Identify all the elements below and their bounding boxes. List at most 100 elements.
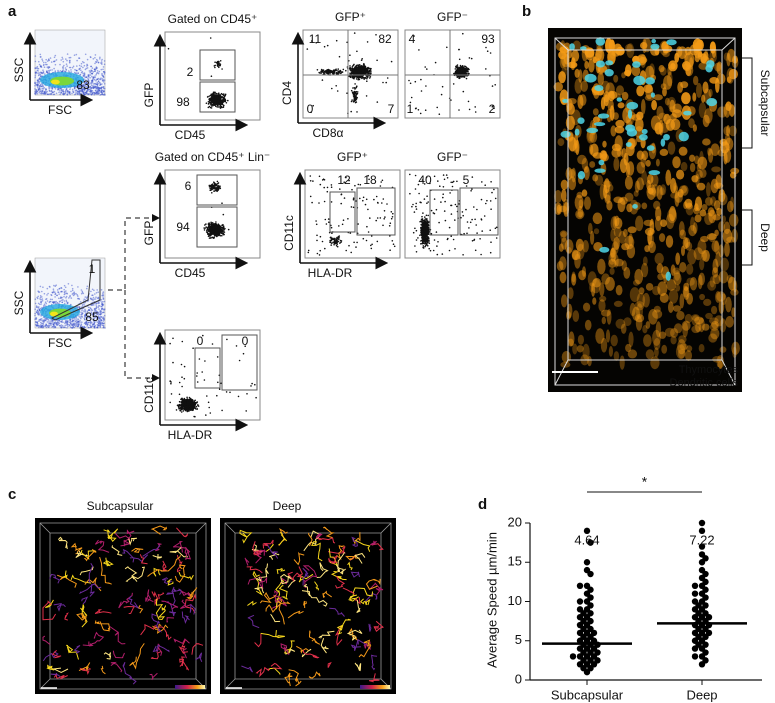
event (86, 65, 88, 67)
event (92, 296, 95, 299)
event (96, 85, 99, 87)
event (360, 59, 363, 61)
event (218, 102, 221, 105)
event (342, 219, 345, 221)
event (467, 100, 470, 103)
event (365, 95, 368, 97)
event (41, 290, 43, 293)
event (60, 59, 62, 61)
event (42, 286, 44, 289)
event (71, 324, 74, 327)
event (365, 198, 368, 201)
event (356, 111, 358, 113)
event (39, 83, 42, 86)
event (101, 324, 104, 327)
event (216, 232, 218, 235)
event (86, 285, 89, 288)
event (103, 60, 106, 62)
event (96, 71, 99, 74)
event (67, 325, 69, 328)
event (335, 238, 338, 241)
event (39, 325, 42, 328)
event (424, 66, 427, 68)
gate-percent: 1 (407, 102, 414, 116)
event (48, 69, 50, 72)
event (436, 253, 439, 256)
event (66, 93, 68, 96)
y-axis-label: GFP (142, 221, 156, 246)
event (211, 227, 213, 230)
event (371, 243, 373, 246)
event (64, 326, 66, 329)
event (354, 101, 357, 104)
event (461, 211, 464, 213)
event (384, 216, 386, 218)
event (82, 66, 84, 69)
event (360, 68, 363, 70)
event (99, 321, 102, 324)
event (330, 226, 333, 229)
event (390, 217, 393, 220)
event (38, 92, 40, 94)
event (350, 69, 353, 72)
event (103, 81, 105, 83)
event (88, 83, 90, 86)
event (338, 235, 341, 237)
event (60, 91, 63, 93)
event (221, 226, 223, 229)
event (34, 312, 36, 315)
event (207, 101, 210, 103)
event (62, 90, 65, 92)
event (464, 71, 466, 74)
event (38, 313, 40, 316)
event (319, 249, 322, 252)
event (461, 72, 463, 74)
event (420, 90, 423, 92)
event (383, 218, 386, 220)
event (101, 58, 103, 61)
event (86, 325, 88, 327)
event (46, 90, 48, 93)
event (38, 308, 41, 311)
event (357, 64, 360, 66)
event (214, 183, 216, 186)
event (203, 227, 205, 229)
event (330, 184, 333, 186)
event (58, 320, 61, 322)
event (209, 94, 212, 97)
event (433, 239, 436, 241)
event (441, 85, 444, 88)
event (103, 300, 106, 303)
event (209, 187, 211, 190)
x-axis-label: CD45 (175, 266, 206, 280)
event (316, 239, 318, 242)
event (34, 318, 36, 320)
event (224, 93, 227, 96)
event (48, 89, 51, 92)
event (91, 73, 94, 75)
event (95, 296, 97, 299)
event (75, 324, 78, 327)
event (77, 295, 79, 297)
event (102, 75, 104, 78)
event (218, 66, 220, 69)
event (36, 83, 39, 86)
event (349, 67, 352, 70)
event (350, 100, 353, 103)
event (41, 89, 43, 92)
event (336, 243, 339, 245)
event (104, 327, 106, 329)
event (309, 195, 312, 198)
event (55, 284, 57, 287)
event (471, 218, 473, 221)
event (60, 325, 62, 328)
event (78, 57, 81, 59)
event (61, 301, 64, 304)
event (92, 85, 94, 87)
event (57, 291, 60, 294)
event (415, 239, 418, 241)
event (54, 293, 56, 296)
event (362, 196, 365, 199)
event (47, 67, 50, 69)
